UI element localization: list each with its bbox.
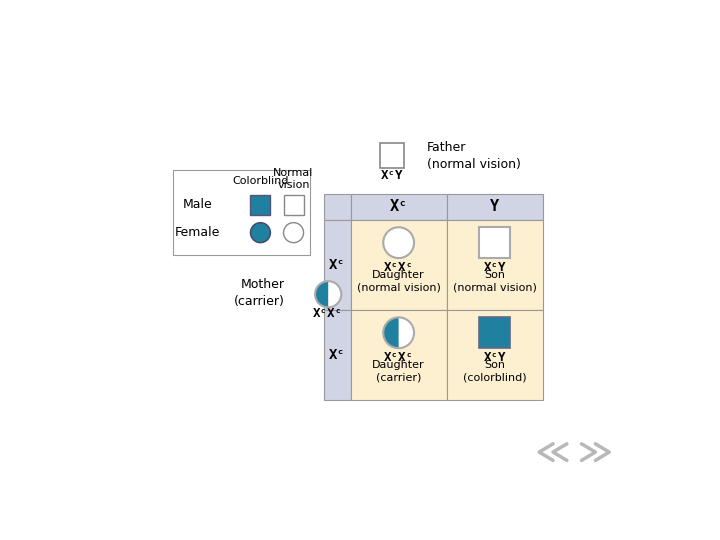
FancyBboxPatch shape [323,309,351,400]
FancyBboxPatch shape [447,220,543,309]
FancyBboxPatch shape [379,143,405,168]
FancyBboxPatch shape [480,227,510,258]
Text: XᶜY: XᶜY [381,169,403,182]
FancyBboxPatch shape [447,309,543,400]
Text: Father
(normal vision): Father (normal vision) [427,140,521,171]
Circle shape [383,227,414,258]
FancyBboxPatch shape [480,318,510,348]
Text: Xᶜ: Xᶜ [390,199,408,214]
Circle shape [251,222,271,242]
Text: Colorblind: Colorblind [232,176,289,186]
FancyBboxPatch shape [351,309,447,400]
FancyBboxPatch shape [284,195,304,215]
FancyBboxPatch shape [351,220,447,309]
FancyBboxPatch shape [174,170,310,255]
Text: Female: Female [175,226,220,239]
Text: Xᶜ: Xᶜ [328,348,346,362]
Text: Normal
vision: Normal vision [274,168,314,190]
Wedge shape [383,318,399,348]
Text: XᶜXᶜ: XᶜXᶜ [384,351,414,364]
FancyBboxPatch shape [251,195,271,215]
Text: Son
(colorblind): Son (colorblind) [463,360,527,382]
Wedge shape [315,281,328,307]
Text: XᶜXᶜ: XᶜXᶜ [384,261,414,274]
FancyBboxPatch shape [323,194,351,220]
Text: XᶜY: XᶜY [484,261,506,274]
Circle shape [284,222,304,242]
Circle shape [383,318,414,348]
Circle shape [315,281,341,307]
FancyBboxPatch shape [447,194,543,220]
Text: Daughter
(normal vision): Daughter (normal vision) [356,270,441,292]
Text: XᶜY: XᶜY [484,351,506,364]
Text: Son
(normal vision): Son (normal vision) [453,270,537,292]
Text: Xᶜ: Xᶜ [328,258,346,272]
Text: Male: Male [182,198,212,212]
Text: XᶜXᶜ: XᶜXᶜ [313,307,343,320]
Text: Mother
(carrier): Mother (carrier) [233,278,284,308]
FancyBboxPatch shape [351,194,447,220]
Text: Daughter
(carrier): Daughter (carrier) [372,360,425,382]
Text: Y: Y [490,199,500,214]
FancyBboxPatch shape [323,220,351,309]
